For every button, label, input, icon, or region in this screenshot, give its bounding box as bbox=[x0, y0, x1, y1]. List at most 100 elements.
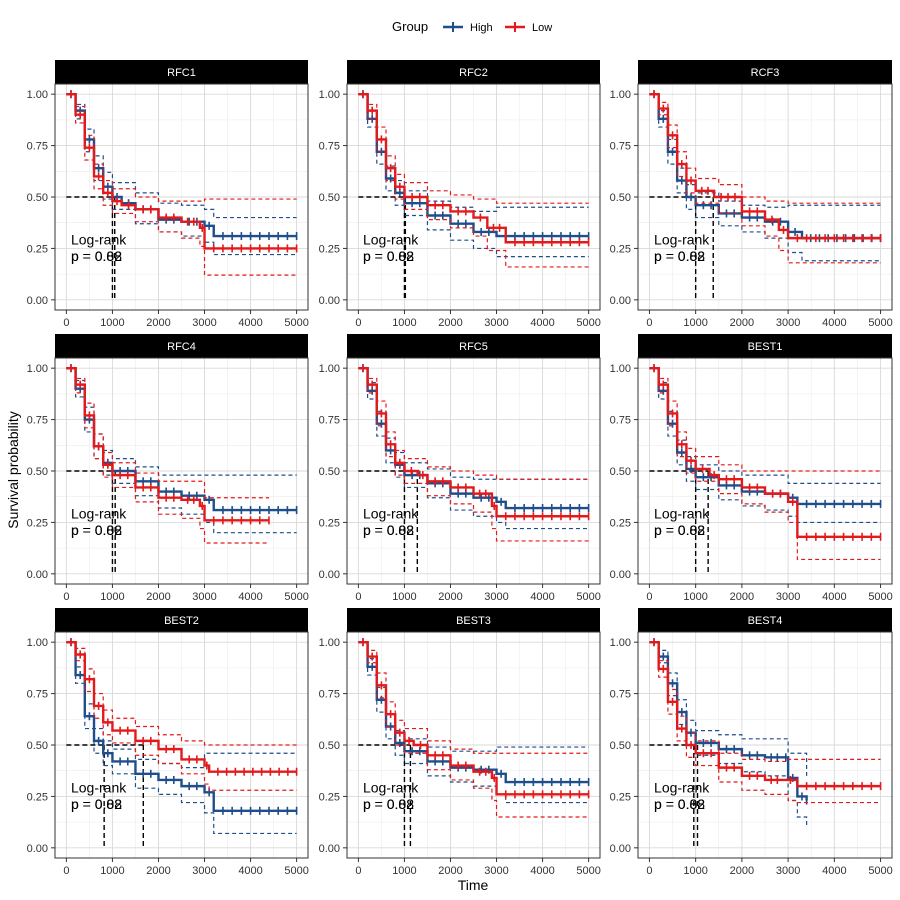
x-tick-label: 1000 bbox=[683, 865, 707, 877]
x-tick-label: 5000 bbox=[576, 591, 600, 603]
panel-border-rfc4 bbox=[54, 357, 309, 585]
pvalue-label-overlap: p = 0.88 bbox=[363, 522, 414, 538]
strip-rcf3 bbox=[638, 60, 892, 84]
ci-upper-high bbox=[358, 367, 589, 480]
y-tick-label: 0.75 bbox=[319, 689, 340, 701]
panel-best3: BEST3 0 1000 2000 3000 4000 5000 0.00 0.25 0.50 0.… bbox=[319, 608, 601, 877]
x-tick-label: 1000 bbox=[100, 317, 124, 329]
y-tick-label: 1.00 bbox=[27, 363, 48, 375]
y-tick-label: 0.50 bbox=[319, 740, 340, 752]
logrank-label: Log-rank bbox=[654, 231, 710, 247]
survival-curve-low bbox=[66, 92, 297, 250]
x-tick-label: 0 bbox=[355, 865, 361, 877]
logrank-label: Log-rank bbox=[71, 779, 127, 795]
legend-label-low: Low bbox=[532, 22, 552, 34]
x-tick-label: 2000 bbox=[438, 591, 462, 603]
y-tick-label: 0.25 bbox=[27, 243, 48, 255]
y-tick-label: 1.00 bbox=[319, 363, 340, 375]
y-tick-label: 1.00 bbox=[319, 89, 340, 101]
survival-curve-low bbox=[358, 366, 589, 518]
x-tick-label: 4000 bbox=[822, 317, 846, 329]
strip-best1 bbox=[638, 334, 892, 358]
x-tick-label: 2000 bbox=[730, 317, 754, 329]
legend: Group High Low bbox=[392, 19, 552, 34]
ci-upper-low bbox=[358, 93, 589, 204]
y-tick-label: 0.25 bbox=[319, 517, 340, 529]
x-tick-label: 1000 bbox=[100, 865, 124, 877]
y-tick-label: 0.25 bbox=[27, 517, 48, 529]
strip-title-rfc2: RFC2 bbox=[459, 67, 488, 79]
pvalue-label: p = 0.02 bbox=[71, 796, 122, 812]
x-tick-label: 5000 bbox=[576, 317, 600, 329]
x-tick-label: 4000 bbox=[530, 591, 554, 603]
panel-border-best2 bbox=[54, 631, 309, 859]
ci-upper-low bbox=[649, 641, 881, 763]
pvalue-label: p = 0.02 bbox=[71, 248, 122, 264]
strip-title-rfc1: RFC1 bbox=[167, 67, 196, 79]
logrank-label: Log-rank bbox=[71, 231, 127, 247]
x-tick-label: 1000 bbox=[100, 591, 124, 603]
x-tick-label: 2000 bbox=[438, 317, 462, 329]
x-tick-label: 3000 bbox=[484, 865, 508, 877]
y-tick-label: 0.00 bbox=[27, 843, 48, 855]
ci-lower-low bbox=[66, 367, 269, 544]
x-tick-label: 0 bbox=[646, 317, 652, 329]
strip-best4 bbox=[638, 608, 892, 632]
x-tick-label: 3000 bbox=[776, 317, 800, 329]
y-tick-label: 1.00 bbox=[610, 363, 631, 375]
x-tick-label: 3000 bbox=[192, 865, 216, 877]
pvalue-label-overlap: p = 0.88 bbox=[654, 248, 705, 264]
y-tick-label: 0.50 bbox=[319, 192, 340, 204]
x-tick-label: 1000 bbox=[392, 317, 416, 329]
logrank-label: Log-rank bbox=[363, 779, 419, 795]
y-tick-label: 0.75 bbox=[27, 415, 48, 427]
strip-title-best1: BEST1 bbox=[748, 341, 783, 353]
strip-title-best3: BEST3 bbox=[456, 615, 491, 627]
pvalue-label: p = 0.02 bbox=[363, 522, 414, 538]
y-axis-title: Survival probability bbox=[5, 411, 21, 529]
x-tick-label: 0 bbox=[355, 591, 361, 603]
pvalue-label-overlap: p = 0.88 bbox=[654, 796, 705, 812]
x-tick-label: 0 bbox=[646, 591, 652, 603]
ci-lower-high bbox=[358, 367, 589, 530]
x-tick-label: 5000 bbox=[284, 865, 308, 877]
strip-rfc1 bbox=[55, 60, 308, 84]
strip-rfc5 bbox=[347, 334, 600, 358]
strip-title-rfc4: RFC4 bbox=[167, 341, 196, 353]
y-tick-label: 0.00 bbox=[319, 843, 340, 855]
x-tick-label: 4000 bbox=[238, 317, 262, 329]
y-tick-label: 0.50 bbox=[27, 740, 48, 752]
x-tick-label: 4000 bbox=[238, 865, 262, 877]
survival-curve-low bbox=[358, 92, 589, 244]
x-tick-label: 4000 bbox=[530, 865, 554, 877]
x-tick-label: 1000 bbox=[392, 865, 416, 877]
pvalue-label: p = 0.02 bbox=[71, 522, 122, 538]
y-tick-label: 0.25 bbox=[610, 243, 631, 255]
y-tick-label: 0.75 bbox=[319, 415, 340, 427]
panel-border-best4 bbox=[637, 631, 893, 859]
x-tick-label: 0 bbox=[63, 591, 69, 603]
x-tick-label: 3000 bbox=[776, 865, 800, 877]
y-tick-label: 0.00 bbox=[319, 295, 340, 307]
x-tick-label: 3000 bbox=[484, 591, 508, 603]
legend-key-low bbox=[505, 22, 525, 32]
ci-upper-high bbox=[66, 367, 297, 476]
x-axis-title: Time bbox=[458, 877, 489, 893]
y-tick-label: 0.75 bbox=[27, 141, 48, 153]
x-tick-label: 2000 bbox=[730, 865, 754, 877]
y-tick-label: 0.50 bbox=[610, 192, 631, 204]
panel-rfc4: RFC4 0 1000 2000 3000 4000 5000 0.00 0.25 0.50 0.7… bbox=[27, 334, 309, 603]
strip-rfc4 bbox=[55, 334, 308, 358]
strip-rfc2 bbox=[347, 60, 600, 84]
y-tick-label: 0.75 bbox=[610, 689, 631, 701]
x-tick-label: 2000 bbox=[146, 865, 170, 877]
logrank-label: Log-rank bbox=[654, 779, 710, 795]
y-tick-label: 1.00 bbox=[319, 637, 340, 649]
strip-best2 bbox=[55, 608, 308, 632]
x-tick-label: 5000 bbox=[868, 865, 892, 877]
ci-upper-low bbox=[649, 93, 881, 204]
survival-curve-low bbox=[66, 366, 269, 522]
pvalue-label: p = 0.02 bbox=[363, 248, 414, 264]
survival-curve-high bbox=[66, 640, 297, 813]
